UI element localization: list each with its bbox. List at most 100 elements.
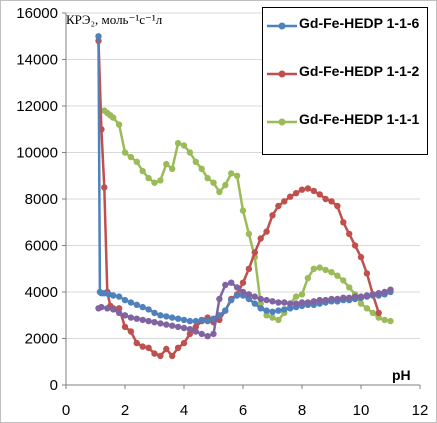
data-point [281,198,288,205]
data-point [287,305,294,312]
data-point [216,316,223,324]
data-point [298,299,306,306]
data-point [245,265,253,272]
data-point [186,317,194,325]
data-point [127,299,135,306]
data-point [186,330,194,338]
data-point [369,291,376,298]
series-2 [101,107,394,325]
legend-label: Gd-Fe-HEDP 1-1-6 [299,15,420,31]
data-point [251,249,258,256]
data-point [334,202,341,210]
x-axis-title: pH [392,367,411,383]
data-point [169,165,176,172]
data-point [157,320,164,327]
data-point [121,149,129,156]
y-tick-label: 12000 [16,98,58,115]
data-point [351,242,359,249]
data-point [163,160,170,168]
data-point [228,170,235,177]
y-axis-title: КРЭ₂, моль⁻¹с⁻¹л [66,12,163,27]
data-point [151,350,158,357]
data-point [292,300,300,307]
data-point [275,299,282,306]
y-tick-label: 14000 [16,52,58,69]
data-point [204,317,211,325]
data-point [322,296,329,304]
data-point [381,316,388,324]
y-tick-label: 8000 [25,191,58,208]
data-point [121,323,129,331]
data-point [322,195,329,203]
data-point [121,296,129,304]
data-point [281,306,288,313]
data-point [115,309,123,317]
x-tick-label: 4 [180,402,188,419]
data-point [375,314,382,321]
data-point [239,207,247,214]
data-point [133,339,140,347]
data-point [316,296,323,304]
data-point [198,165,205,172]
data-point [204,174,211,182]
data-point [180,324,188,332]
legend-label: Gd-Fe-HEDP 1-1-2 [299,63,420,79]
data-point [145,306,152,313]
data-point [233,172,241,179]
data-point [357,293,365,300]
data-point [127,153,135,161]
data-point [233,292,241,299]
y-tick-label: 4000 [25,284,58,301]
data-point [340,277,347,284]
data-point [115,293,123,300]
data-point [145,174,152,182]
data-point [304,274,312,282]
data-point [328,198,335,205]
data-point [157,177,164,184]
data-point [180,142,188,149]
data-point [180,339,188,347]
axis-ticks: 0 2000 4000 6000 8000 10000 12000 14000 16000 0 2 4… [16,5,428,419]
data-point [357,253,365,261]
data-point [346,230,353,238]
data-point [110,306,117,313]
data-point [340,294,347,301]
data-point [257,305,264,312]
data-point [363,305,371,312]
data-point [257,235,264,242]
data-point [275,316,282,324]
data-point [310,187,317,195]
data-point [110,292,117,299]
data-point [174,323,182,331]
data-point [351,293,359,300]
data-point [316,264,323,271]
data-point [133,315,140,322]
series-layer [95,33,394,360]
data-point [269,314,276,321]
data-point [269,308,276,315]
data-point [228,296,235,304]
data-point [115,121,123,128]
data-point [139,316,146,324]
data-point [340,219,347,226]
data-point [133,158,140,165]
legend-item: Gd-Fe-HEDP 1-1-6 [263,12,429,58]
data-point [169,314,176,321]
data-point [216,188,223,196]
data-point [316,191,323,198]
data-point [157,352,164,360]
data-point [381,288,388,296]
data-point [104,305,111,312]
x-tick-label: 2 [121,402,129,419]
legend: Gd-Fe-HEDP 1-1-6 Gd-Fe-HEDP 1-1-2 Gd-Fe-… [262,7,428,155]
data-point [145,317,152,325]
legend-swatch-red [267,70,297,78]
data-point [239,279,247,286]
data-point [387,286,394,293]
y-tick-label: 10000 [16,145,58,162]
data-point [169,352,176,360]
data-point [387,317,394,325]
data-point [269,298,276,305]
data-point [263,312,270,319]
data-point [222,307,229,314]
